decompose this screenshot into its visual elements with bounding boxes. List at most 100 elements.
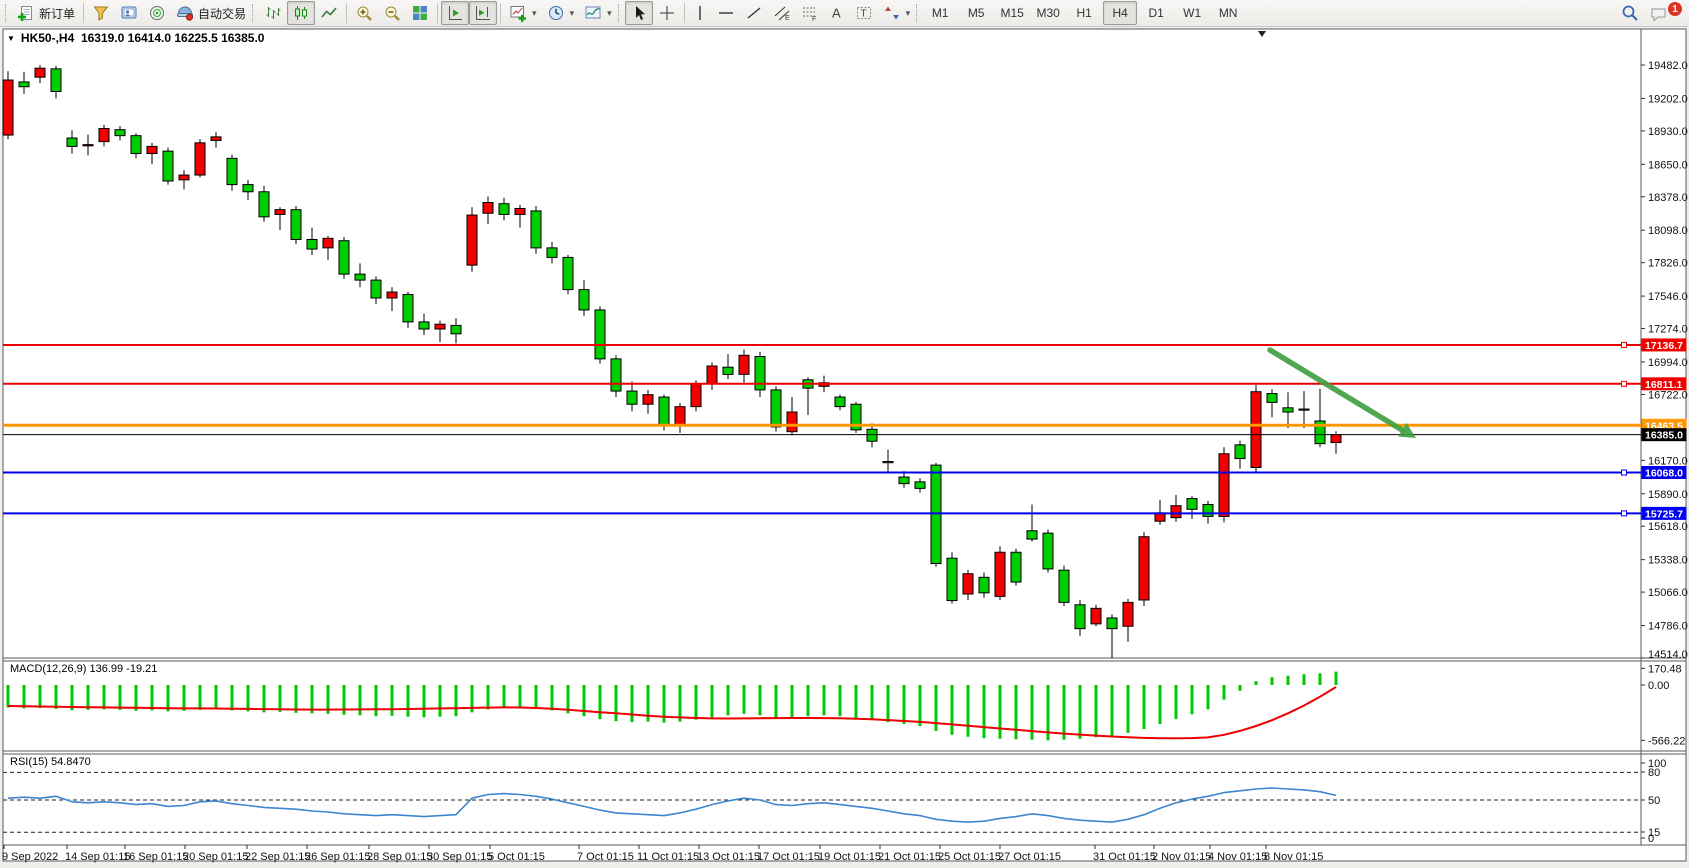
- candle: [2, 71, 14, 140]
- toolbar-right-group: 1: [1615, 0, 1685, 26]
- svg-text:F: F: [812, 16, 816, 22]
- line-chart-button[interactable]: [315, 1, 343, 25]
- rsi-axis-label: 50: [1648, 795, 1660, 807]
- chart-shift-button[interactable]: [469, 1, 498, 25]
- zoom-in-icon: [357, 6, 372, 21]
- timeframe-m30[interactable]: M30: [1036, 6, 1060, 20]
- trendline-icon: [747, 7, 761, 19]
- candle: [18, 71, 30, 94]
- market-filter-button[interactable]: [87, 1, 115, 25]
- candle-body-bear: [1298, 408, 1310, 411]
- bar-chart-button[interactable]: [259, 1, 287, 25]
- price-tick-label: 19482.0: [1648, 60, 1688, 72]
- candle: [1218, 447, 1230, 523]
- text-tool-button[interactable]: A: [824, 1, 850, 25]
- timeframe-m15[interactable]: M15: [1000, 6, 1024, 20]
- candle: [114, 126, 126, 141]
- candle-body-bear: [1058, 569, 1070, 603]
- search-button[interactable]: [1615, 1, 1645, 25]
- level-line-handle[interactable]: [1621, 380, 1627, 387]
- candle-body-bull: [34, 67, 46, 78]
- chevron-down-icon: ▾: [532, 7, 537, 18]
- price-scale[interactable]: 19482.0 19202.0 18930.0 18650.0 18378.0 18098…: [1641, 60, 1688, 661]
- data-window-button[interactable]: [115, 1, 143, 25]
- new-chart-icon: [510, 6, 527, 22]
- time-tick-label: 19 Oct 01:15: [818, 851, 881, 863]
- fibonacci-tool-button[interactable]: F: [796, 1, 824, 25]
- period-selector-button[interactable]: ▾: [542, 1, 580, 25]
- cursor-tool-button[interactable]: [624, 1, 653, 25]
- candle: [690, 380, 702, 412]
- candle-body-bear: [402, 293, 414, 323]
- candle-body-bear: [578, 289, 590, 311]
- horizontal-line-tool-button[interactable]: [712, 1, 740, 25]
- candle: [1074, 599, 1086, 636]
- vertical-line-icon: [698, 6, 701, 20]
- price-tick-label: 16722.0: [1648, 389, 1688, 401]
- candle: [82, 134, 94, 156]
- tile-windows-button[interactable]: [406, 1, 434, 25]
- chat-bubble-icon: [1651, 8, 1666, 22]
- candle-body-bear: [658, 396, 670, 426]
- text-icon: A: [832, 6, 841, 21]
- candlestick-chart-button[interactable]: [287, 1, 316, 25]
- notifications-button[interactable]: 1: [1645, 0, 1685, 26]
- vertical-line-tool-button[interactable]: [688, 1, 712, 25]
- toolbar-separator: [437, 3, 439, 23]
- candle: [1010, 548, 1022, 586]
- timeframe-h4[interactable]: H4: [1103, 1, 1138, 25]
- candle: [1298, 391, 1310, 429]
- arrows-tool-button[interactable]: ▾: [878, 1, 916, 25]
- candle: [370, 276, 382, 304]
- new-chart-button[interactable]: ▾: [504, 1, 542, 25]
- candle: [594, 306, 606, 364]
- time-tick-label: 22 Sep 01:15: [245, 851, 310, 863]
- time-tick-label: 26 Sep 01:15: [305, 851, 370, 863]
- level-line-handle[interactable]: [1621, 469, 1627, 476]
- timeframe-d1[interactable]: D1: [1148, 6, 1164, 20]
- zoom-in-button[interactable]: [350, 1, 378, 25]
- candle-body-bull: [322, 237, 334, 249]
- new-order-label: 新订单: [39, 6, 76, 21]
- time-tick-label: 17 Oct 01:15: [757, 851, 820, 863]
- candle: [242, 179, 254, 201]
- price-label-box: [1641, 466, 1687, 480]
- candle: [834, 394, 846, 411]
- candle-body-bear: [306, 239, 318, 250]
- zoom-out-button[interactable]: [378, 1, 406, 25]
- timeframe-h1[interactable]: H1: [1076, 6, 1092, 20]
- auto-scroll-button[interactable]: [441, 1, 470, 25]
- text-label-tool-button[interactable]: T: [850, 1, 878, 25]
- timeframe-mn[interactable]: MN: [1218, 6, 1238, 20]
- indicators-button[interactable]: ▾: [579, 1, 617, 25]
- candle-body-bear: [626, 390, 638, 405]
- price-label-box: [1641, 506, 1687, 520]
- toolbar-separator: [500, 3, 502, 23]
- navigator-button[interactable]: [143, 1, 171, 25]
- level-line-handle[interactable]: [1621, 341, 1627, 348]
- trend-arrow[interactable]: [1267, 347, 1416, 438]
- auto-trading-button[interactable]: 自动交易: [171, 1, 251, 25]
- timeframe-m5[interactable]: M5: [967, 6, 985, 20]
- collapse-arrow-icon[interactable]: ▼: [7, 33, 15, 43]
- candle: [1122, 598, 1134, 642]
- equidistant-channel-tool-button[interactable]: E: [768, 1, 796, 25]
- new-order-button[interactable]: 新订单: [12, 1, 80, 25]
- crosshair-tool-button[interactable]: [653, 1, 681, 25]
- price-tick-label: 14786.0: [1648, 621, 1688, 633]
- level-line-handle[interactable]: [1621, 510, 1627, 517]
- candle: [946, 552, 958, 604]
- candle-body-bear: [562, 256, 574, 291]
- candle: [1090, 604, 1102, 627]
- candle: [962, 570, 974, 600]
- timeframe-w1[interactable]: W1: [1183, 6, 1202, 20]
- trendline-tool-button[interactable]: [740, 1, 768, 25]
- candle: [722, 354, 734, 380]
- chart-shift-marker[interactable]: [1258, 31, 1266, 37]
- candle-body-bear: [546, 247, 558, 258]
- candlestick-chart-icon: [295, 6, 308, 20]
- timeframe-m1[interactable]: M1: [931, 6, 949, 20]
